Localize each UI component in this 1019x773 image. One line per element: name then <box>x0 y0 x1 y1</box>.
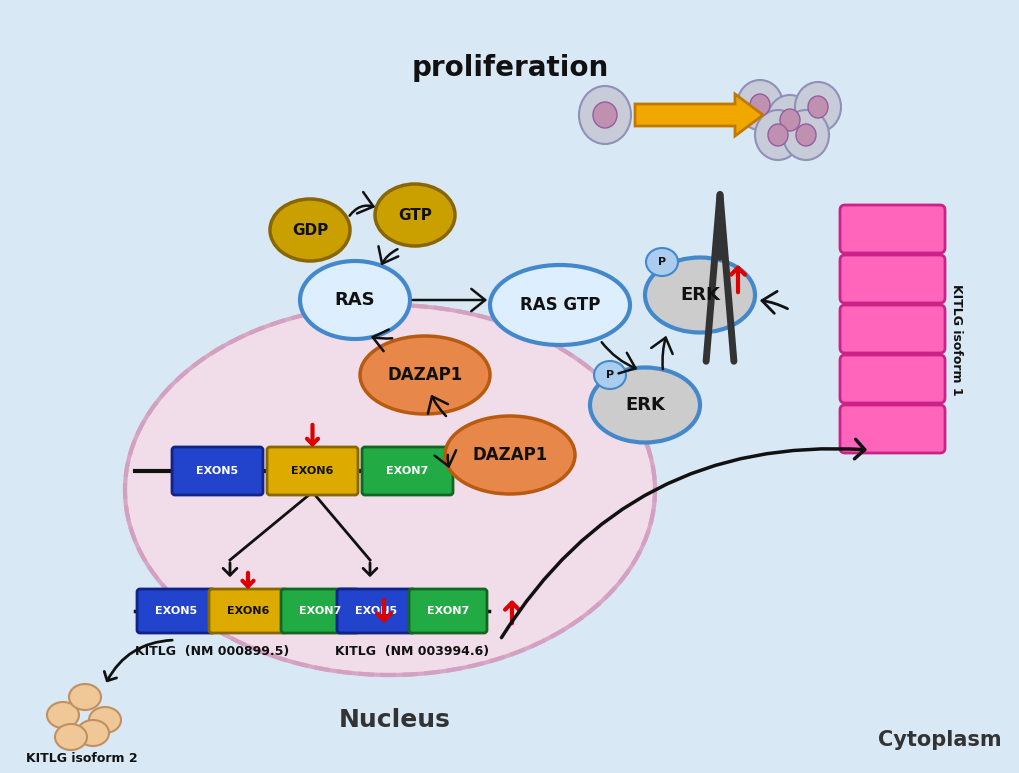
Ellipse shape <box>749 94 769 116</box>
Ellipse shape <box>47 702 78 728</box>
Ellipse shape <box>375 184 454 246</box>
FancyBboxPatch shape <box>840 205 944 253</box>
Text: proliferation: proliferation <box>411 54 608 82</box>
FancyBboxPatch shape <box>840 355 944 403</box>
Text: Cytoplasm: Cytoplasm <box>877 730 1001 750</box>
Ellipse shape <box>69 684 101 710</box>
Text: EXON6: EXON6 <box>226 606 269 616</box>
Text: EXON7: EXON7 <box>427 606 469 616</box>
Ellipse shape <box>444 416 575 494</box>
Ellipse shape <box>807 96 827 118</box>
Text: Nucleus: Nucleus <box>338 708 450 732</box>
Text: KITLG isoform 1: KITLG isoform 1 <box>949 284 962 396</box>
Ellipse shape <box>89 707 121 733</box>
Ellipse shape <box>76 720 109 746</box>
Ellipse shape <box>766 95 812 145</box>
Ellipse shape <box>737 80 783 130</box>
Ellipse shape <box>780 109 799 131</box>
Ellipse shape <box>589 367 699 442</box>
Text: ERK: ERK <box>680 286 719 304</box>
Ellipse shape <box>489 265 630 345</box>
Ellipse shape <box>644 257 754 332</box>
FancyArrow shape <box>635 94 762 136</box>
Ellipse shape <box>645 248 678 276</box>
Ellipse shape <box>360 336 489 414</box>
FancyBboxPatch shape <box>362 447 452 495</box>
FancyBboxPatch shape <box>209 589 286 633</box>
FancyBboxPatch shape <box>409 589 486 633</box>
FancyBboxPatch shape <box>336 589 415 633</box>
Ellipse shape <box>767 124 788 146</box>
FancyBboxPatch shape <box>280 589 359 633</box>
Text: RAS: RAS <box>334 291 375 309</box>
Text: EXON5: EXON5 <box>355 606 396 616</box>
Text: P: P <box>657 257 665 267</box>
Text: EXON5: EXON5 <box>155 606 197 616</box>
Ellipse shape <box>592 102 616 128</box>
Text: DAZAP1: DAZAP1 <box>387 366 463 384</box>
FancyBboxPatch shape <box>840 405 944 453</box>
Text: EXON7: EXON7 <box>386 466 428 476</box>
Text: GTP: GTP <box>397 207 431 223</box>
Ellipse shape <box>795 124 815 146</box>
Ellipse shape <box>783 110 828 160</box>
Text: KITLG  (NM 003994.6): KITLG (NM 003994.6) <box>334 645 489 659</box>
Text: KITLG  (NM 000899.5): KITLG (NM 000899.5) <box>135 645 289 659</box>
Ellipse shape <box>55 724 87 750</box>
Text: EXON6: EXON6 <box>291 466 333 476</box>
Text: KITLG isoform 2: KITLG isoform 2 <box>26 751 138 764</box>
Ellipse shape <box>300 261 410 339</box>
Ellipse shape <box>754 110 800 160</box>
FancyBboxPatch shape <box>137 589 215 633</box>
Text: DAZAP1: DAZAP1 <box>472 446 547 464</box>
FancyBboxPatch shape <box>172 447 263 495</box>
Ellipse shape <box>270 199 350 261</box>
Text: EXON5: EXON5 <box>197 466 238 476</box>
Text: ERK: ERK <box>625 396 664 414</box>
Ellipse shape <box>794 82 841 132</box>
Ellipse shape <box>125 305 654 675</box>
Ellipse shape <box>593 361 626 389</box>
Text: EXON7: EXON7 <box>299 606 340 616</box>
Text: GDP: GDP <box>291 223 328 237</box>
FancyBboxPatch shape <box>267 447 358 495</box>
FancyBboxPatch shape <box>840 255 944 303</box>
Ellipse shape <box>579 86 631 144</box>
FancyBboxPatch shape <box>840 305 944 353</box>
Text: P: P <box>605 370 613 380</box>
Text: RAS GTP: RAS GTP <box>520 296 599 314</box>
